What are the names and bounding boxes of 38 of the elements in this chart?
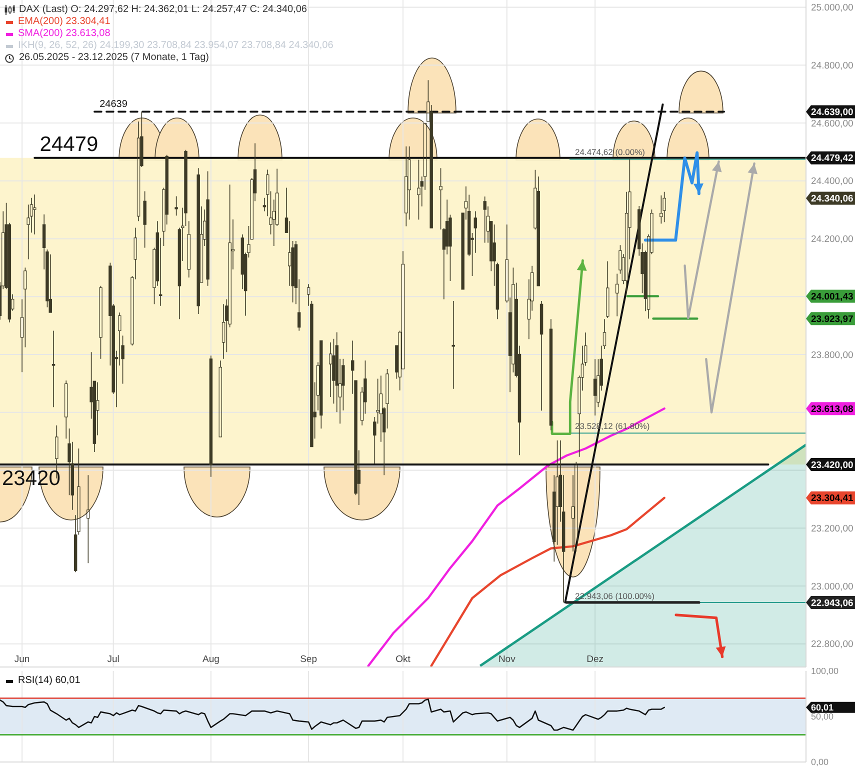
annotation: 24639: [100, 99, 128, 110]
y-tick-label: 24.800,00: [811, 60, 854, 72]
annotation: IKH(9, 26, 52, 26) 24.199,30 23.708,84 23.954,07 23.708,84 24.340,06: [18, 40, 334, 52]
y-tick-label: 100,00: [811, 666, 839, 676]
legend-label: RSI(14) 60,01: [18, 675, 80, 687]
annotation: 24.474,62 (0.00%): [575, 147, 645, 158]
y-tick-label: 24.479,42: [811, 153, 854, 164]
y-tick-label: 23.613,08: [811, 404, 854, 415]
y-tick-label: 25.000,00: [811, 2, 854, 14]
y-tick-label: 24.200,00: [811, 234, 854, 246]
x-tick-label: Jul: [107, 654, 120, 665]
y-tick-label: 23.000,00: [811, 581, 854, 592]
y-tick-label: 23.800,00: [811, 350, 854, 361]
text: 26.05.2025 - 23.12.2025 (7 Monate, 1 Tag): [19, 52, 209, 64]
y-tick-label: 24.340,06: [811, 194, 854, 205]
y-tick-label: 24.400,00: [811, 176, 854, 188]
x-tick-label: Nov: [498, 654, 516, 665]
x-tick-label: Okt: [396, 654, 411, 665]
y-tick-label: 60,01: [811, 702, 834, 713]
legend-label: EMA(200) 23.304,41: [18, 16, 110, 28]
legend-label: SMA(200) 23.613,08: [18, 28, 110, 40]
x-tick-label: Sep: [300, 654, 317, 665]
chart-title: DAX (Last) O: 24.297,62 H: 24.362,01 L: 24.257,47 C: 24.340,06: [19, 4, 307, 16]
x-tick-label: Dez: [586, 654, 604, 665]
annotation: 24479: [40, 132, 98, 156]
y-tick-label: 22.800,00: [811, 639, 854, 650]
y-tick-label: 24.001,43: [811, 292, 854, 303]
y-tick-label: 50,00: [811, 712, 834, 722]
x-tick-label: Aug: [202, 654, 220, 665]
y-tick-label: 22.943,06: [811, 598, 854, 609]
x-tick-label: Jun: [14, 654, 30, 665]
y-tick-label: 0,00: [811, 757, 829, 768]
y-tick-label: 23.200,00: [811, 523, 854, 534]
y-tick-label: 23.420,00: [811, 460, 854, 471]
y-tick-label: 23.304,41: [811, 493, 854, 504]
y-tick-label: 24.600,00: [811, 118, 854, 130]
y-tick-label: 24.639,00: [811, 107, 854, 118]
y-tick-label: 23.923,97: [811, 314, 854, 325]
